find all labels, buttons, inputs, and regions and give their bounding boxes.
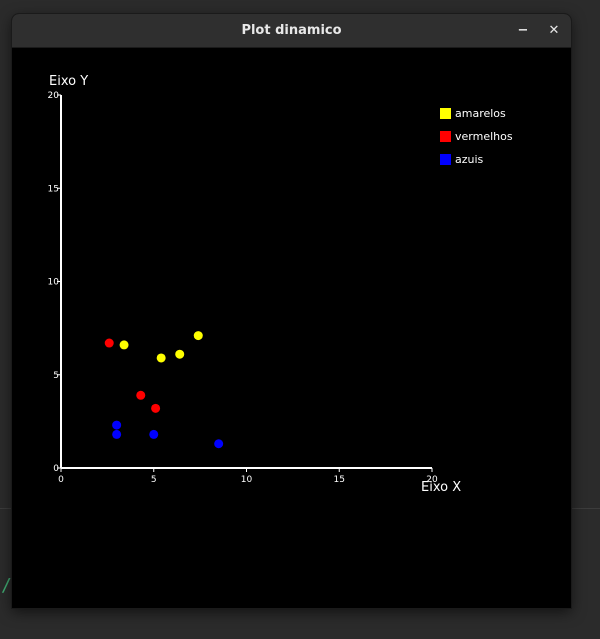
x-axis-label: Eixo X [421,480,461,495]
minimize-button[interactable]: − [512,20,534,42]
data-point-vermelhos [151,403,161,413]
data-point-azuis [112,429,122,439]
y-tick-label: 15 [48,184,59,194]
y-axis-label: Eixo Y [49,74,88,89]
legend-label-vermelhos: vermelhos [455,130,513,143]
window-title: Plot dinamico [241,23,342,38]
y-tick-label: 5 [53,371,59,381]
desktop-terminal-glyph: / [1,575,12,596]
data-point-amarelos [156,353,166,363]
legend-label-amarelos: amarelos [455,107,506,120]
legend-swatch-azuis [440,154,451,165]
chart-legend: amarelos vermelhos azuis [440,107,513,166]
x-tick-label: 15 [334,475,345,485]
desktop-divider-right [572,508,600,509]
plot-window: Plot dinamico − ✕ 0 5 10 15 20 0 5 10 15 20 amare… [12,14,571,608]
data-point-vermelhos [104,338,114,348]
legend-label-azuis: azuis [455,153,484,166]
data-point-azuis [149,429,159,439]
y-tick-label: 20 [48,91,60,101]
chart-ticks: 0 5 10 15 20 0 5 10 15 20 [48,91,438,485]
x-tick-label: 0 [58,475,64,485]
close-button[interactable]: ✕ [543,20,565,42]
data-point-azuis [112,420,122,430]
data-point-amarelos [175,349,185,359]
x-tick-label: 10 [241,475,253,485]
data-point-amarelos [119,340,129,350]
close-icon: ✕ [548,23,560,38]
x-tick-label: 5 [151,475,157,485]
data-point-amarelos [193,331,203,341]
chart-points [104,331,224,449]
legend-swatch-amarelos [440,108,451,119]
desktop-divider-left [0,508,12,509]
y-tick-label: 10 [48,278,60,288]
data-point-vermelhos [136,390,146,400]
chart-axes [60,95,432,469]
x-tick-label: 20 [426,475,438,485]
minimize-icon: − [517,23,529,38]
legend-swatch-vermelhos [440,131,451,142]
window-titlebar[interactable]: Plot dinamico − ✕ [12,14,571,48]
y-tick-label: 0 [53,464,59,474]
data-point-azuis [214,439,224,449]
